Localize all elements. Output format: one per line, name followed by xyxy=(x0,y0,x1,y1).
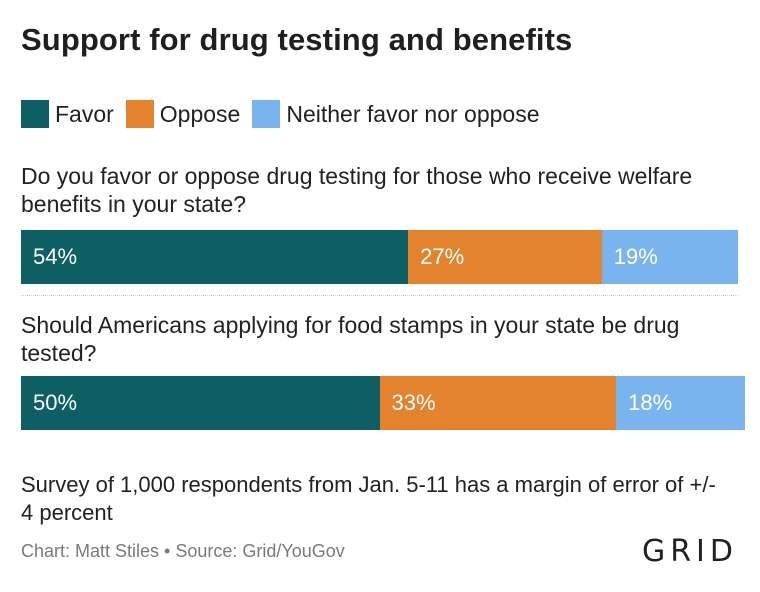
data-label-favor: 50% xyxy=(33,390,78,415)
bar-segment-favor: 50% xyxy=(21,376,380,430)
chart-title: Support for drug testing and benefits xyxy=(21,22,573,57)
legend-label-oppose: Oppose xyxy=(159,100,241,127)
legend-item-neither: Neither favor nor oppose xyxy=(252,100,540,128)
legend-swatch-favor xyxy=(21,100,49,128)
legend-swatch-neither xyxy=(252,100,281,128)
legend-item-oppose: Oppose xyxy=(125,100,241,128)
data-label-favor: 54% xyxy=(33,244,78,269)
bar-segment-neither: 18% xyxy=(616,376,746,430)
data-label-neither: 19% xyxy=(613,244,658,269)
bar-segment-oppose: 27% xyxy=(408,230,602,284)
legend-label-neither: Neither favor nor oppose xyxy=(286,100,540,127)
legend-item-favor: Favor xyxy=(21,100,114,128)
legend: Favor Oppose Neither favor nor oppose xyxy=(21,100,552,128)
bar-segment-oppose: 33% xyxy=(379,376,617,430)
bar-segment-favor: 54% xyxy=(21,230,409,284)
chart-credit: Chart: Matt Stiles • Source: Grid/YouGov xyxy=(21,541,345,561)
stacked-bar-welfare: 54% 27% 19% xyxy=(21,230,738,284)
legend-label-favor: Favor xyxy=(55,100,114,127)
question-food-stamps: Should Americans applying for food stamp… xyxy=(21,312,680,366)
survey-note: Survey of 1,000 respondents from Jan. 5-… xyxy=(21,472,716,525)
question-welfare: Do you favor or oppose drug testing for … xyxy=(21,163,693,217)
legend-swatch-oppose xyxy=(125,100,154,128)
data-label-neither: 18% xyxy=(628,390,673,415)
data-label-oppose: 33% xyxy=(391,390,436,415)
divider xyxy=(21,295,738,296)
data-label-oppose: 27% xyxy=(420,244,465,269)
stacked-bar-food-stamps: 50% 33% 18% xyxy=(21,376,746,430)
grid-logo: GRID xyxy=(641,534,738,569)
bar-segment-neither: 19% xyxy=(601,230,738,284)
